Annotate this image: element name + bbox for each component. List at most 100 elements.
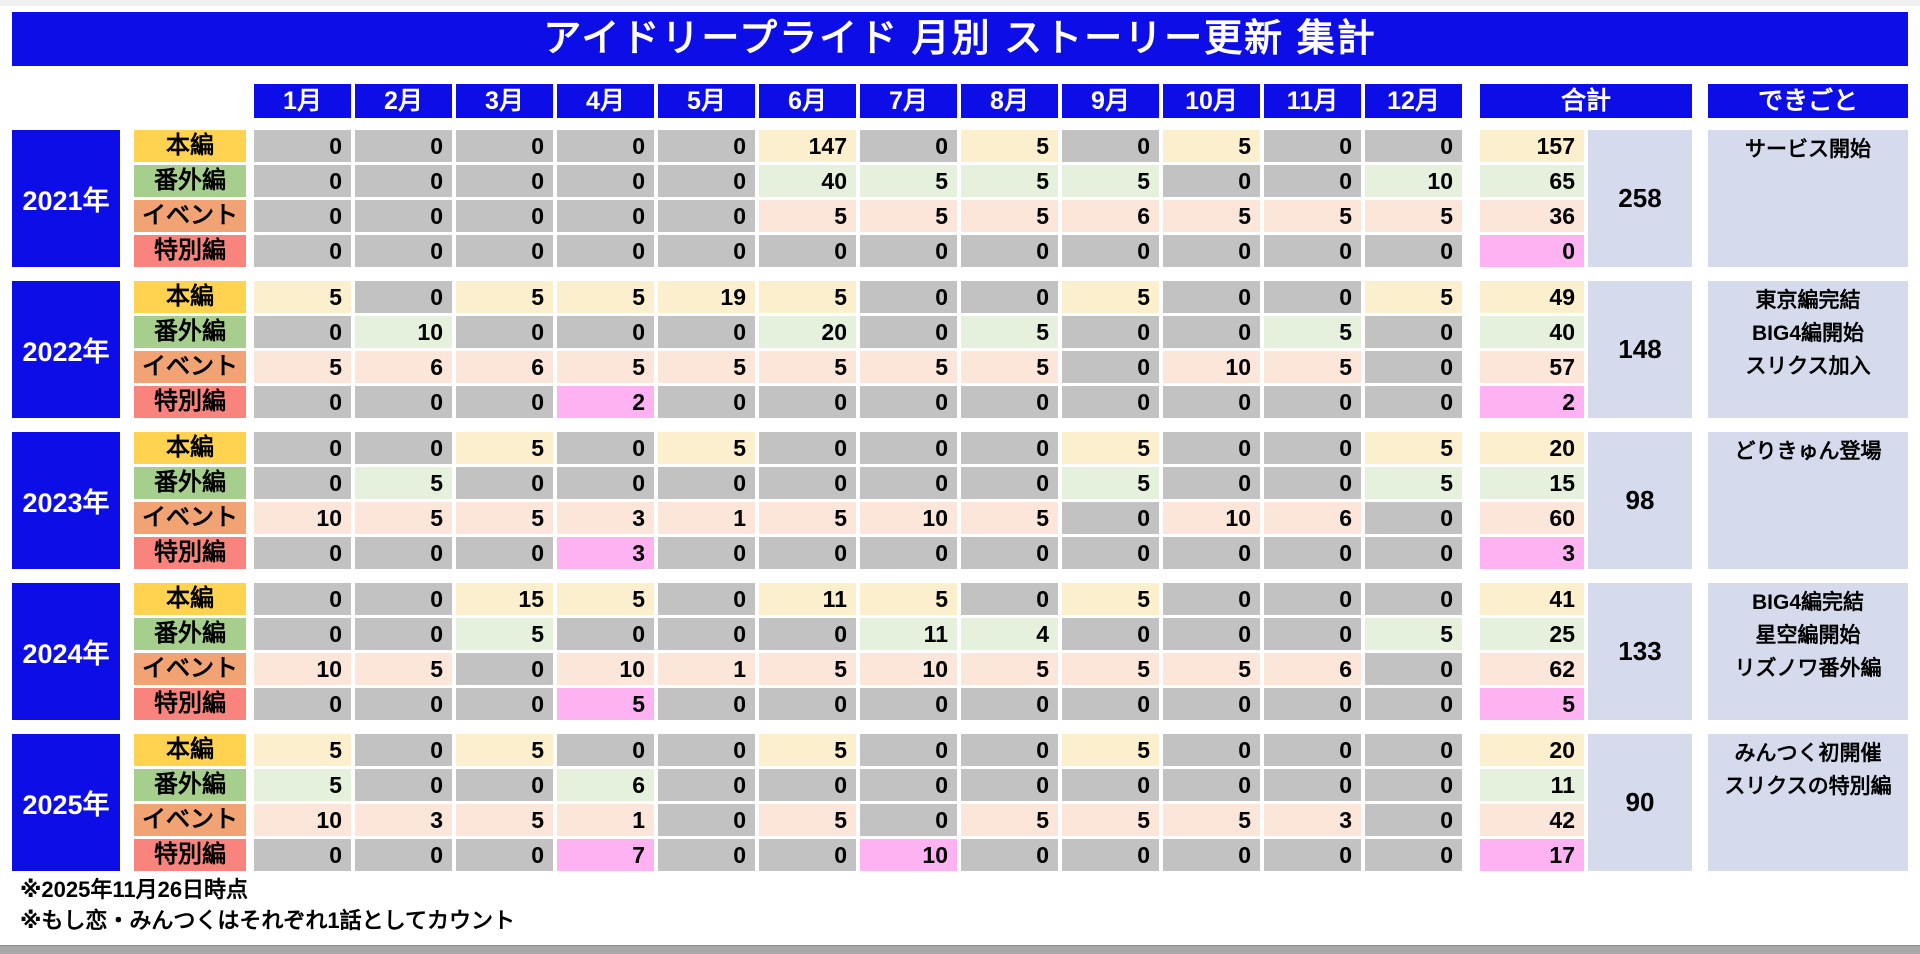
data-cell: 0 [355, 165, 452, 197]
data-cell: 0 [961, 734, 1058, 766]
data-cell: 0 [1365, 688, 1462, 720]
data-cell: 0 [658, 200, 755, 232]
year-label: 2022年 [12, 281, 120, 418]
data-cell: 5 [1264, 200, 1361, 232]
data-cell: 5 [456, 432, 553, 464]
data-cell: 0 [355, 688, 452, 720]
data-cell: 0 [1264, 386, 1361, 418]
data-cell: 0 [658, 734, 755, 766]
data-cell: 5 [355, 467, 452, 499]
data-cell: 0 [254, 200, 351, 232]
year-rows: 本編 5 0 5 0 0 5 0 0 5 0 0 0 20 番外編 5 0 0 6 0 0 0 0 0 0 0 0 11 イベント 10 3… [134, 734, 1584, 874]
data-cell: 5 [1365, 200, 1462, 232]
data-cell: 5 [355, 502, 452, 534]
data-cell: 0 [1264, 618, 1361, 650]
data-cell: 0 [1365, 804, 1462, 836]
category-label: 本編 [134, 130, 246, 162]
month-header: 7月 [860, 84, 957, 118]
data-cell: 0 [1163, 583, 1260, 615]
data-cell: 0 [1163, 165, 1260, 197]
category-label: 番外編 [134, 467, 246, 499]
data-cell: 0 [557, 165, 654, 197]
data-cell: 0 [961, 467, 1058, 499]
data-cell: 5 [557, 688, 654, 720]
data-cell: 0 [254, 537, 351, 569]
data-cell: 0 [658, 804, 755, 836]
data-cell: 0 [254, 467, 351, 499]
year-rows: 本編 5 0 5 5 19 5 0 0 5 0 0 5 49 番外編 0 10 0 0 0 20 0 5 0 0 5 0 40 イベント… [134, 281, 1584, 421]
data-cell: 1 [658, 502, 755, 534]
data-cell: 0 [254, 386, 351, 418]
data-cell: 5 [557, 583, 654, 615]
category-row: 番外編 0 5 0 0 0 0 0 0 5 0 0 5 15 [134, 467, 1584, 499]
data-cell: 0 [254, 618, 351, 650]
data-cell: 0 [254, 165, 351, 197]
events-note: サービス開始 [1708, 130, 1908, 267]
row-total-cell: 15 [1480, 467, 1584, 499]
data-cell: 0 [961, 769, 1058, 801]
data-cell: 0 [1062, 130, 1159, 162]
data-cell: 5 [658, 432, 755, 464]
category-row: 本編 5 0 5 5 19 5 0 0 5 0 0 5 49 [134, 281, 1584, 313]
data-cell: 0 [658, 537, 755, 569]
data-cell: 5 [759, 734, 856, 766]
year-blocks: 2021年 本編 0 0 0 0 0 147 0 5 0 5 0 0 157 番外編 0 0 0 0 0 40 5 5 5 0 0 1… [12, 130, 1908, 885]
data-cell: 0 [1264, 281, 1361, 313]
data-cell: 20 [759, 316, 856, 348]
data-cell: 0 [1365, 130, 1462, 162]
data-cell: 0 [860, 467, 957, 499]
data-cell: 0 [1264, 432, 1361, 464]
month-header: 9月 [1062, 84, 1159, 118]
data-cell: 0 [355, 130, 452, 162]
category-row: 番外編 5 0 0 6 0 0 0 0 0 0 0 0 11 [134, 769, 1584, 801]
data-cell: 0 [1062, 688, 1159, 720]
data-cell: 0 [658, 583, 755, 615]
data-cell: 0 [860, 537, 957, 569]
month-header: 5月 [658, 84, 755, 118]
category-label: 本編 [134, 583, 246, 615]
events-note-line: BIG4編開始 [1751, 322, 1864, 345]
data-cell: 0 [759, 769, 856, 801]
data-cell: 0 [456, 769, 553, 801]
data-cell: 0 [254, 130, 351, 162]
data-cell: 0 [456, 200, 553, 232]
data-cell: 0 [759, 618, 856, 650]
year-total-cell: 90 [1588, 734, 1692, 871]
data-cell: 10 [254, 804, 351, 836]
data-cell: 10 [860, 839, 957, 871]
data-cell: 0 [456, 537, 553, 569]
data-cell: 0 [1062, 502, 1159, 534]
data-cell: 0 [1163, 432, 1260, 464]
category-row: 本編 5 0 5 0 0 5 0 0 5 0 0 0 20 [134, 734, 1584, 766]
row-total-cell: 62 [1480, 653, 1584, 685]
data-cell: 0 [759, 839, 856, 871]
data-cell: 5 [961, 130, 1058, 162]
month-header: 3月 [456, 84, 553, 118]
data-cell: 11 [759, 583, 856, 615]
category-row: イベント 5 6 6 5 5 5 5 5 0 10 5 0 57 [134, 351, 1584, 383]
category-label: イベント [134, 351, 246, 383]
month-header: 8月 [961, 84, 1058, 118]
data-cell: 0 [355, 583, 452, 615]
data-cell: 0 [456, 130, 553, 162]
row-total-cell: 20 [1480, 432, 1584, 464]
data-cell: 5 [1062, 653, 1159, 685]
data-cell: 0 [456, 316, 553, 348]
data-cell: 0 [1163, 281, 1260, 313]
data-cell: 0 [456, 688, 553, 720]
category-label: 番外編 [134, 165, 246, 197]
data-cell: 0 [355, 200, 452, 232]
category-row: イベント 0 0 0 0 0 5 5 5 6 5 5 5 36 [134, 200, 1584, 232]
data-cell: 0 [1062, 316, 1159, 348]
year-label: 2025年 [12, 734, 120, 871]
data-cell: 0 [658, 769, 755, 801]
year-total-cell: 98 [1588, 432, 1692, 569]
category-row: 本編 0 0 5 0 5 0 0 0 5 0 0 5 20 [134, 432, 1584, 464]
data-cell: 0 [1264, 165, 1361, 197]
month-header: 6月 [759, 84, 856, 118]
year-rows: 本編 0 0 15 5 0 11 5 0 5 0 0 0 41 番外編 0 0 5 0 0 0 11 4 0 0 0 5 25 イベント… [134, 583, 1584, 723]
data-cell: 0 [1264, 130, 1361, 162]
data-cell: 0 [1264, 839, 1361, 871]
month-header: 12月 [1365, 84, 1462, 118]
data-cell: 0 [860, 769, 957, 801]
